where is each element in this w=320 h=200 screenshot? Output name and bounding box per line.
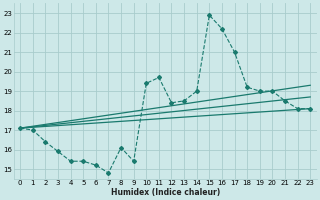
X-axis label: Humidex (Indice chaleur): Humidex (Indice chaleur) xyxy=(111,188,220,197)
